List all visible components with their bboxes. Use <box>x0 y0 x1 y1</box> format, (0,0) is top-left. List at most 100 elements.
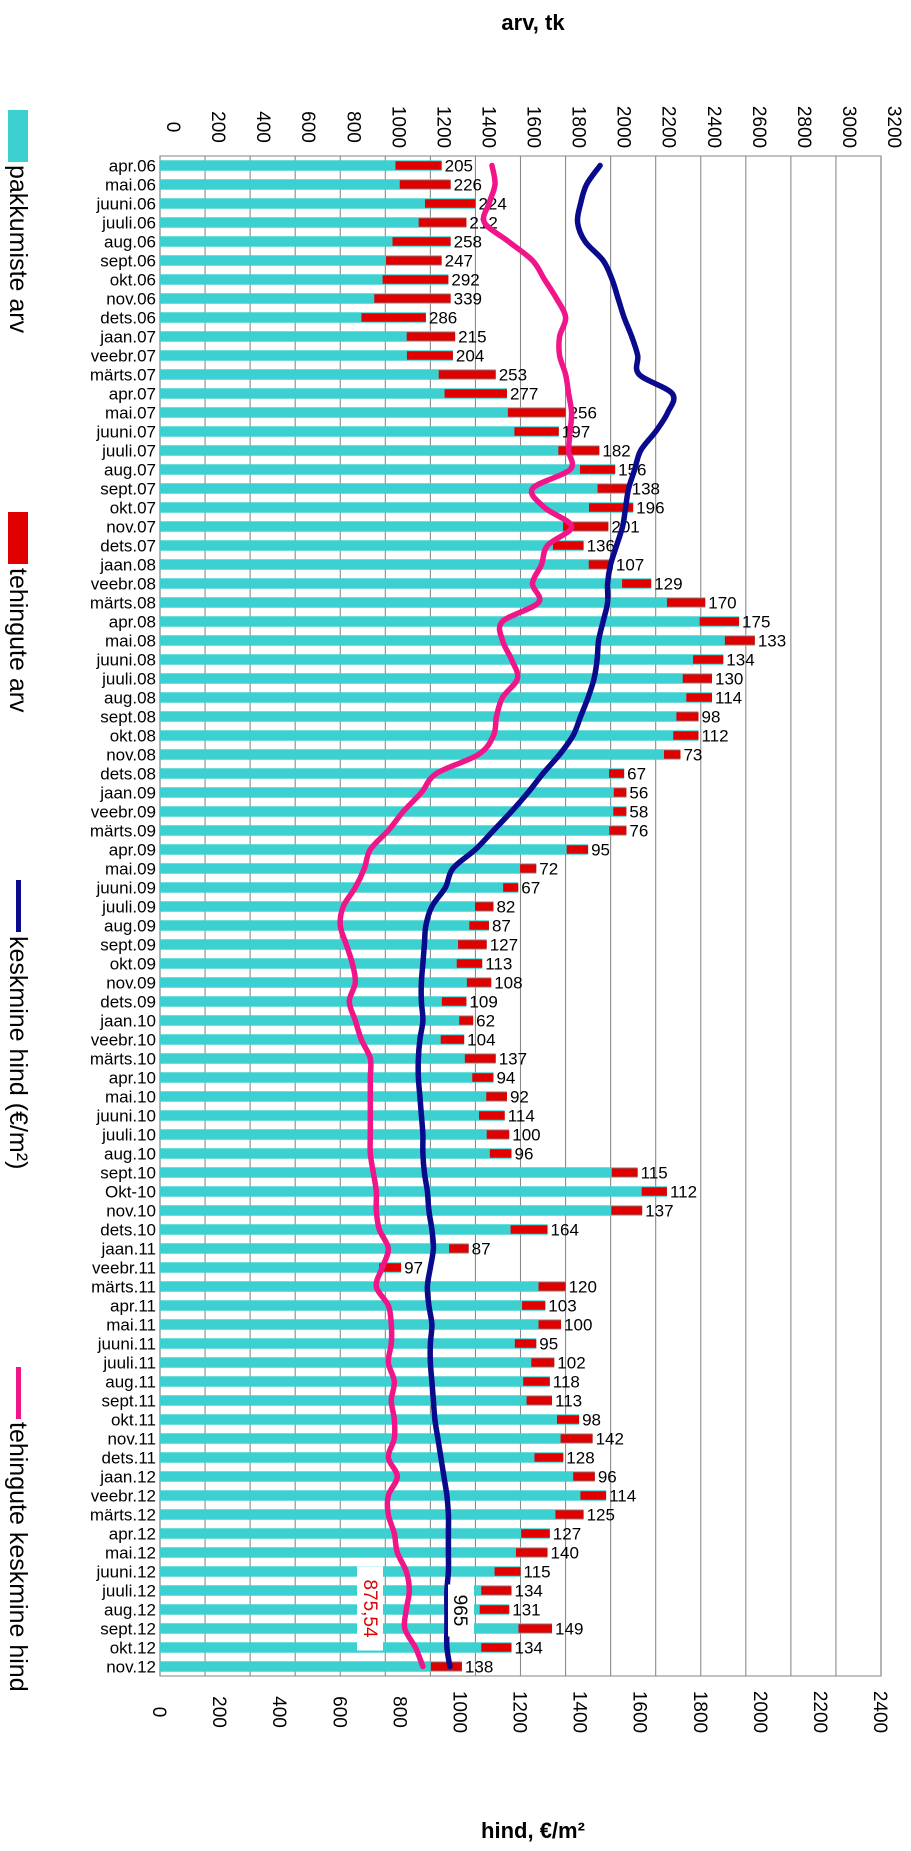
offer-bar <box>160 1110 505 1121</box>
top-tick-label: 2200 <box>658 106 679 148</box>
category-label: okt.08 <box>110 727 156 746</box>
deal-bar <box>472 1073 494 1082</box>
offer-bar <box>160 179 451 190</box>
offer-bar <box>160 1395 553 1406</box>
offer-bar <box>160 882 519 893</box>
offer-bar <box>160 483 629 494</box>
deal-data-label: 127 <box>553 1525 581 1544</box>
offer-bar <box>160 255 442 266</box>
category-label: aug.12 <box>104 1601 156 1620</box>
offer-bar <box>160 806 627 817</box>
category-label: apr.08 <box>109 613 156 632</box>
category-label: aug.08 <box>104 689 156 708</box>
deal-data-label: 100 <box>564 1316 592 1335</box>
category-label: mai.07 <box>105 404 156 423</box>
deal-bar <box>464 1054 496 1063</box>
offer-bar <box>160 1509 584 1520</box>
category-label: mai.08 <box>105 632 156 651</box>
deal-data-label: 136 <box>587 537 615 556</box>
offer-bar <box>160 1642 512 1653</box>
deal-data-label: 113 <box>555 1392 582 1411</box>
deal-bar <box>486 1092 507 1101</box>
category-label: juuli.09 <box>101 898 156 917</box>
category-label: apr.07 <box>109 385 156 404</box>
top-tick-label: 1200 <box>432 106 453 148</box>
deal-bar <box>418 218 467 227</box>
offer-bar <box>160 958 483 969</box>
top-tick-label: 200 <box>207 111 228 143</box>
deal-bar <box>399 180 451 189</box>
legend-label: tehingute arv <box>4 568 32 713</box>
legend: pakkumiste arv tehingute arv keskmine hind… <box>4 110 32 1692</box>
deal-bar <box>424 199 476 208</box>
deal-bar <box>682 674 713 683</box>
category-label: juuli.10 <box>101 1126 156 1145</box>
deal-data-label: 109 <box>469 993 497 1012</box>
offer-bar <box>160 1528 550 1539</box>
legend-label: pakkumiste arv <box>4 165 32 334</box>
category-label: nov.07 <box>106 518 156 537</box>
top-tick-label: 400 <box>252 111 273 143</box>
category-label: veebr.09 <box>91 803 156 822</box>
deal-data-label: 67 <box>521 879 540 898</box>
category-label: apr.06 <box>109 157 156 176</box>
deal-data-label: 258 <box>454 233 482 252</box>
bottom-axis-ticks: 0 200 400 600 800 1000 1200 1400 1600 1800 2000 220… <box>148 1691 890 1733</box>
legend-swatch-deals <box>8 512 28 564</box>
top-tick-label: 2800 <box>793 106 814 148</box>
offer-bar <box>160 1167 638 1178</box>
offer-bar <box>160 1186 667 1197</box>
offer-bar <box>160 1072 494 1083</box>
category-label: mai.10 <box>105 1088 156 1107</box>
deal-bar <box>588 503 634 512</box>
offer-bar <box>160 654 724 665</box>
offer-bar <box>160 1148 512 1159</box>
top-tick-label: 1800 <box>568 106 589 148</box>
offer-bar <box>160 1357 555 1368</box>
category-label: juuni.12 <box>95 1563 156 1582</box>
deal-data-label: 170 <box>708 594 736 613</box>
category-label: aug.11 <box>105 1373 156 1392</box>
bottom-tick-label: 1400 <box>569 1691 590 1733</box>
category-label: okt.07 <box>110 499 156 518</box>
deal-data-label: 104 <box>467 1031 495 1050</box>
deal-bar <box>449 1244 469 1253</box>
annotation-average: 965 <box>449 1595 470 1627</box>
offer-bar <box>160 863 537 874</box>
deal-data-label: 226 <box>454 176 482 195</box>
deal-data-label: 73 <box>683 746 702 765</box>
category-label: sept.07 <box>100 480 156 499</box>
deal-bar <box>724 636 755 645</box>
offer-bar <box>160 1623 553 1634</box>
category-label: jaan.08 <box>99 556 156 575</box>
category-label: juuli.08 <box>101 670 156 689</box>
series-average-price-line <box>415 162 677 1670</box>
deal-bar <box>538 1320 562 1329</box>
category-label: jaan.12 <box>99 1468 156 1487</box>
category-label: okt.11 <box>111 1411 156 1430</box>
deal-data-label: 114 <box>508 1107 535 1126</box>
offer-bar <box>160 711 699 722</box>
bottom-tick-label: 2400 <box>869 1691 890 1733</box>
bottom-tick-label: 1600 <box>629 1691 650 1733</box>
category-label: Okt-10 <box>105 1183 156 1202</box>
top-axis-ticks: 0 200 400 600 800 1000 1200 1400 1600 1800 2000 220… <box>162 106 904 148</box>
category-label: apr.09 <box>109 841 156 860</box>
offer-bar <box>160 901 494 912</box>
deal-bar <box>456 959 483 968</box>
deal-data-label: 103 <box>548 1297 576 1316</box>
deal-bar <box>438 370 496 379</box>
bottom-tick-label: 0 <box>148 1707 169 1718</box>
category-label: veebr.07 <box>91 347 156 366</box>
deal-data-label: 134 <box>726 651 754 670</box>
category-label: juuli.07 <box>101 442 156 461</box>
top-tick-label: 0 <box>162 122 183 133</box>
top-tick-label: 800 <box>342 111 363 143</box>
category-label: juuni.11 <box>97 1335 156 1354</box>
category-label: juuli.06 <box>101 214 156 233</box>
top-tick-label: 1000 <box>387 106 408 148</box>
deal-data-label: 72 <box>539 860 558 879</box>
deal-data-label: 107 <box>616 556 644 575</box>
category-label: nov.12 <box>106 1658 156 1677</box>
